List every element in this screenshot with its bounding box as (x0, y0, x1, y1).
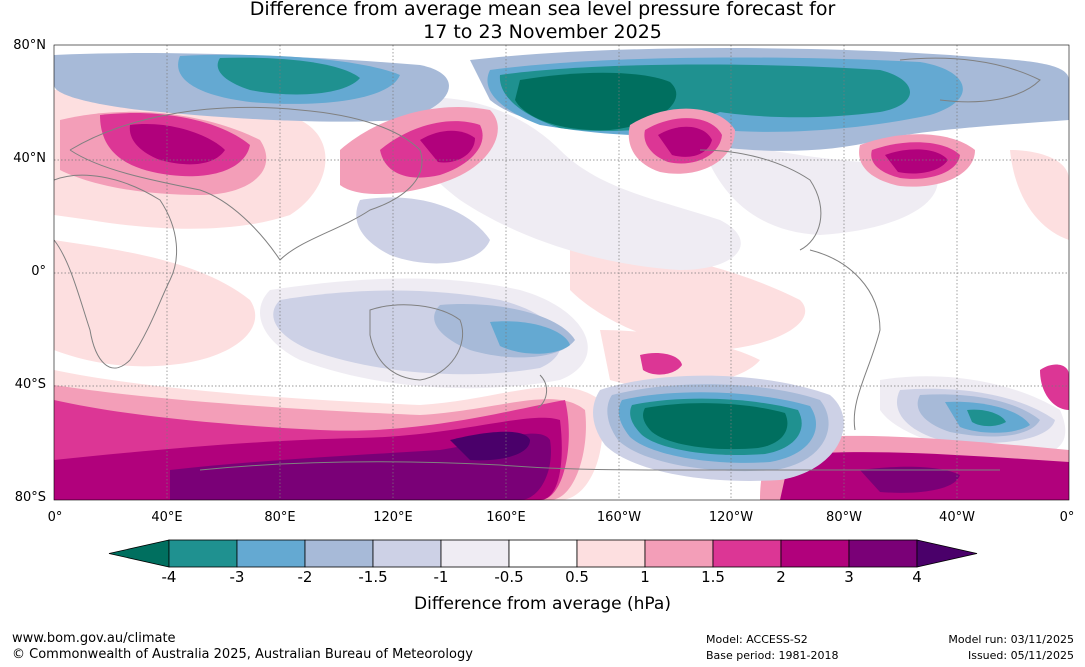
colorbar-segment (780, 539, 850, 568)
colorbar-segment (712, 539, 782, 568)
colorbar-segment (168, 539, 238, 568)
cbar-tick-label: -3 (229, 568, 245, 586)
colorbar-segment (644, 539, 714, 568)
lat-label-0: 0° (31, 264, 46, 279)
cbar-tick-label: 1 (640, 568, 650, 586)
lon-label-120e: 120°E (373, 510, 413, 525)
colorbar-segment (576, 539, 646, 568)
lat-label-80n: 80°N (13, 38, 46, 53)
cbar-tick-label: 0.5 (565, 568, 589, 586)
lon-label-160w: 160°W (596, 510, 642, 525)
footer-copyright: © Commonwealth of Australia 2025, Austra… (12, 647, 473, 662)
map-frame (53, 44, 1070, 501)
colorbar-segment (372, 539, 442, 568)
lat-label-80s: 80°S (14, 490, 46, 505)
footer-model: Model: ACCESS-S2 (706, 633, 808, 646)
lon-label-80e: 80°E (264, 510, 296, 525)
cbar-tick-label: -1 (433, 568, 449, 586)
cbar-tick-label: -4 (161, 568, 177, 586)
cbar-tick-label: 1.5 (701, 568, 725, 586)
colorbar-segment (440, 539, 510, 568)
lat-label-40n: 40°N (13, 151, 46, 166)
map-title-line-1: Difference from average mean sea level p… (249, 0, 836, 20)
colorbar-segment (848, 539, 918, 568)
lon-label-40w: 40°W (939, 510, 975, 525)
footer-model-run: Model run: 03/11/2025 (948, 633, 1074, 646)
colorbar-segment (508, 539, 578, 568)
lon-label-160e: 160°E (486, 510, 526, 525)
lon-label-0-west: 0° (47, 510, 63, 525)
lon-label-0-east: 0° (1059, 510, 1075, 525)
colorbar-segment (304, 539, 374, 568)
cbar-tick-label: 4 (912, 568, 922, 586)
footer-url: www.bom.gov.au/climate (12, 631, 176, 646)
cbar-tick-label: -0.5 (494, 568, 524, 586)
colorbar-segment (236, 539, 306, 568)
colorbar-title: Difference from average (hPa) (414, 594, 671, 614)
lon-label-120w: 120°W (708, 510, 754, 525)
map-title-line-2: 17 to 23 November 2025 (423, 21, 662, 43)
graticule (54, 45, 1069, 500)
coastlines (54, 57, 1041, 471)
lon-label-40e: 40°E (151, 510, 183, 525)
anomaly-field (54, 45, 1069, 500)
colorbar-extend-high (916, 539, 978, 568)
lon-label-80w: 80°W (826, 510, 862, 525)
footer-issued: Issued: 05/11/2025 (967, 649, 1074, 662)
colorbar-extend-low (108, 539, 170, 568)
cbar-tick-label: -2 (297, 568, 313, 586)
footer-base-period: Base period: 1981-2018 (706, 649, 839, 662)
cbar-tick-label: -1.5 (358, 568, 388, 586)
cbar-tick-label: 2 (776, 568, 786, 586)
lat-label-40s: 40°S (14, 377, 46, 392)
colorbar (108, 539, 978, 568)
cbar-tick-label: 3 (844, 568, 854, 586)
